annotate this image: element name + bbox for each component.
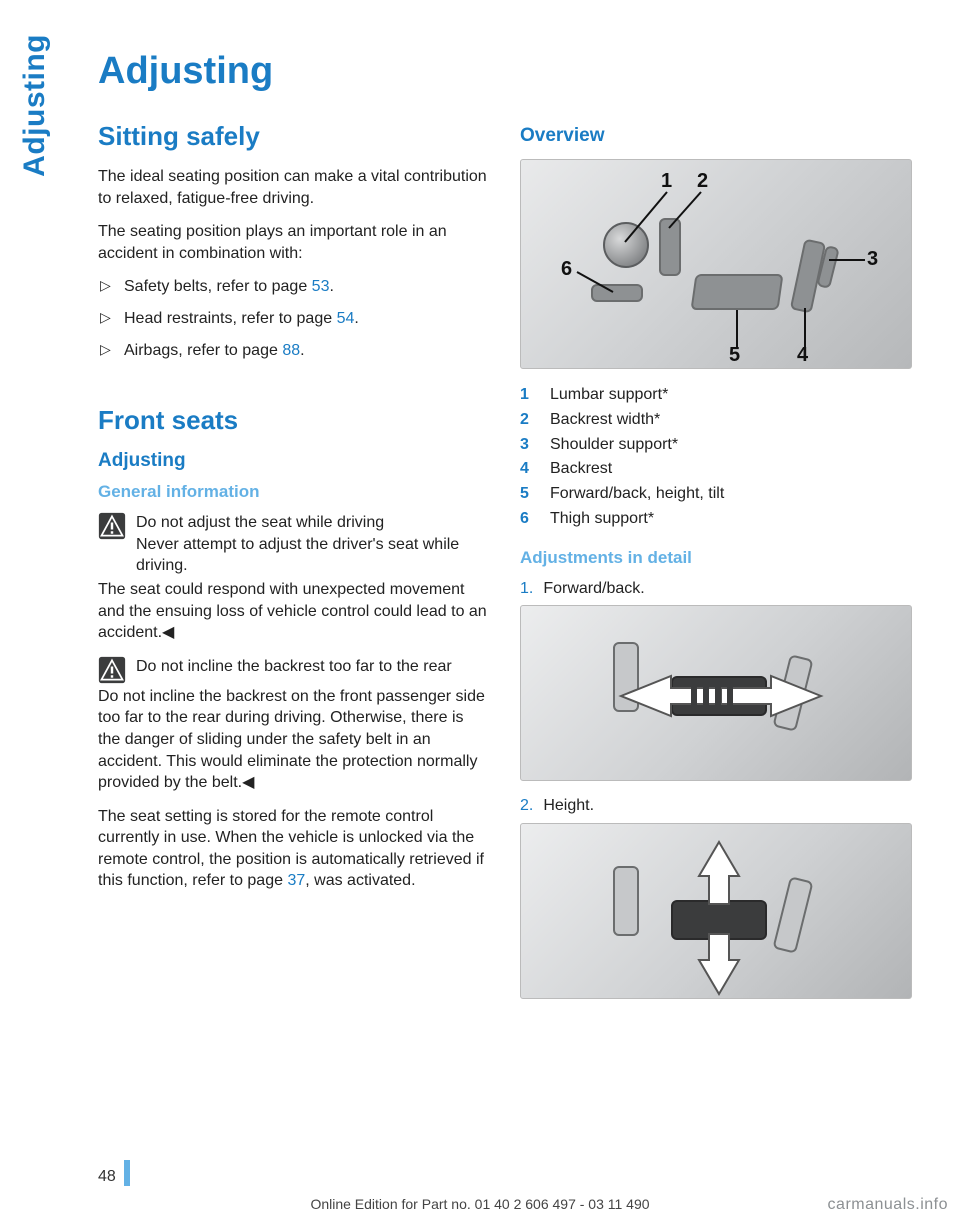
legend-text: Backrest width* — [550, 408, 660, 433]
legend-num: 2 — [520, 408, 536, 433]
step-item: 2. Height. — [520, 795, 912, 999]
bullet-suffix: . — [300, 342, 304, 359]
step-text: Height. — [543, 797, 594, 814]
warning-icon — [98, 512, 126, 540]
legend-text: Shoulder support* — [550, 433, 678, 458]
detail-steps: 1. Forward/back. — [520, 578, 912, 999]
arrows-horizontal-icon — [521, 606, 911, 780]
page-ref-link[interactable]: 54 — [337, 310, 355, 327]
side-tab: Adjusting — [18, 34, 52, 177]
warning-block-1: Do not adjust the seat while driving Nev… — [98, 512, 490, 577]
callout-6: 6 — [561, 258, 572, 281]
warning-paragraph: Do not incline the backrest on the front… — [98, 686, 490, 794]
legend-item: 2 Backrest width* — [520, 408, 912, 433]
heading-front-seats: Front seats — [98, 405, 490, 436]
heading-sitting-safely: Sitting safely — [98, 121, 490, 152]
legend-item: 6 Thigh support* — [520, 507, 912, 532]
page-number-box: 48 — [98, 1160, 130, 1186]
seat-control-switch — [659, 218, 681, 276]
page-title: Adjusting — [98, 50, 912, 93]
legend-num: 5 — [520, 482, 536, 507]
callout-3: 3 — [867, 248, 878, 271]
remote-text-post: , was activated. — [305, 872, 415, 889]
legend-item: 1 Lumbar support* — [520, 383, 912, 408]
callout-lines — [521, 160, 911, 368]
legend-text: Forward/back, height, tilt — [550, 482, 724, 507]
left-column: Sitting safely The ideal seating positio… — [98, 121, 490, 1013]
warning-paragraph: The seat could respond with unexpected m… — [98, 579, 490, 644]
list-item: Head restraints, refer to page 54. — [98, 308, 490, 330]
forward-back-figure — [520, 605, 912, 781]
remote-paragraph: The seat setting is stored for the remot… — [98, 806, 490, 892]
step-number: 2. — [520, 797, 533, 814]
seat-control-rocker — [690, 274, 783, 310]
legend-text: Backrest — [550, 457, 612, 482]
list-item: Airbags, refer to page 88. — [98, 340, 490, 362]
page-ref-link[interactable]: 88 — [282, 342, 300, 359]
footer: 48 — [98, 1160, 912, 1186]
bullet-suffix: . — [329, 278, 333, 295]
callout-1: 1 — [661, 170, 672, 193]
heading-adjusting: Adjusting — [98, 450, 490, 472]
page-ref-link[interactable]: 53 — [312, 278, 330, 295]
legend-text: Lumbar support* — [550, 383, 668, 408]
seat-control-thigh — [591, 284, 643, 302]
page-number: 48 — [98, 1168, 116, 1186]
heading-overview: Overview — [520, 125, 912, 147]
legend-num: 1 — [520, 383, 536, 408]
bullet-text: Head restraints, refer to page — [124, 310, 337, 327]
legend-text: Thigh support* — [550, 507, 654, 532]
warning-block-2: Do not incline the backrest too far to t… — [98, 656, 490, 684]
overview-figure: 1 2 3 4 5 6 — [520, 159, 912, 369]
legend-item: 5 Forward/back, height, tilt — [520, 482, 912, 507]
callout-2: 2 — [697, 170, 708, 193]
overview-legend: 1 Lumbar support* 2 Backrest width* 3 Shoul… — [520, 383, 912, 532]
heading-general-information: General information — [98, 482, 490, 502]
bullet-text: Safety belts, refer to page — [124, 278, 312, 295]
legend-num: 4 — [520, 457, 536, 482]
step-text: Forward/back. — [543, 580, 644, 597]
heading-adjustments-detail: Adjustments in detail — [520, 548, 912, 568]
seat-control-dial — [603, 222, 649, 268]
bullet-text: Airbags, refer to page — [124, 342, 282, 359]
intro-paragraph-1: The ideal seating position can make a vi… — [98, 166, 490, 209]
intro-paragraph-2: The seating position plays an important … — [98, 221, 490, 264]
warning-subtitle: Never attempt to adjust the driver's sea… — [136, 534, 490, 577]
step-number: 1. — [520, 580, 533, 597]
legend-num: 6 — [520, 507, 536, 532]
watermark: carmanuals.info — [828, 1196, 948, 1214]
height-figure — [520, 823, 912, 999]
list-item: Safety belts, refer to page 53. — [98, 276, 490, 298]
edition-line: Online Edition for Part no. 01 40 2 606 … — [0, 1196, 960, 1212]
callout-5: 5 — [729, 344, 740, 367]
callout-4: 4 — [797, 344, 808, 367]
legend-item: 3 Shoulder support* — [520, 433, 912, 458]
warning-title: Do not incline the backrest too far to t… — [136, 656, 452, 678]
legend-item: 4 Backrest — [520, 457, 912, 482]
bullet-suffix: . — [354, 310, 358, 327]
safety-bullet-list: Safety belts, refer to page 53. Head res… — [98, 276, 490, 361]
page-marker-bar — [124, 1160, 130, 1186]
warning-title: Do not adjust the seat while driving — [136, 512, 490, 534]
arrows-vertical-icon — [521, 824, 911, 998]
warning-icon — [98, 656, 126, 684]
legend-num: 3 — [520, 433, 536, 458]
page-ref-link[interactable]: 37 — [287, 872, 305, 889]
step-item: 1. Forward/back. — [520, 578, 912, 782]
right-column: Overview 1 — [520, 121, 912, 1013]
